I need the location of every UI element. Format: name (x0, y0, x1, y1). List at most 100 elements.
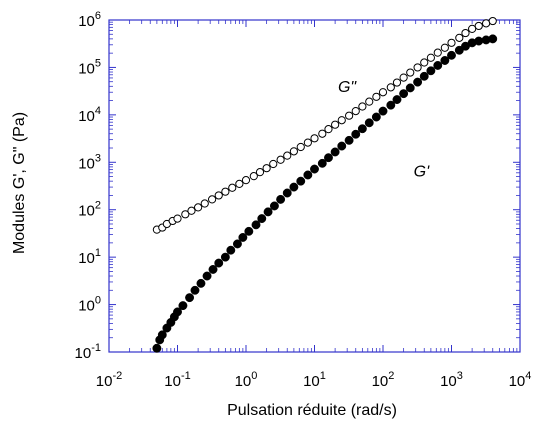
y-tick-label: 103 (78, 152, 101, 172)
data-point (276, 155, 285, 164)
data-point (426, 66, 436, 76)
data-point (358, 102, 367, 111)
data-point (399, 73, 408, 82)
x-axis-ticks: 10-2 10-1 100 101 102 103 104 (96, 20, 532, 390)
data-point (249, 172, 258, 181)
data-point (303, 138, 312, 147)
data-point (461, 28, 470, 38)
y-tick-label: 10-1 (75, 342, 101, 362)
data-point (365, 97, 374, 106)
data-point (331, 120, 340, 129)
data-point (202, 271, 212, 281)
y-tick-label: 104 (78, 105, 101, 125)
x-axis-title: Pulsation réduite (rad/s) (227, 402, 397, 419)
data-point (194, 203, 203, 212)
data-point (399, 89, 409, 99)
data-point (263, 207, 273, 217)
series-g-prime (152, 34, 498, 353)
data-point (386, 100, 396, 110)
data-point (181, 210, 190, 219)
data-point (187, 206, 196, 215)
data-point (255, 168, 265, 177)
series-g-double-prime (152, 16, 497, 234)
data-point (426, 53, 435, 62)
x-tick-label: 102 (372, 370, 395, 390)
data-point (406, 68, 415, 77)
data-point (324, 125, 333, 134)
data-point (345, 111, 354, 120)
data-point (433, 48, 442, 57)
plot-frame (108, 19, 521, 353)
x-tick-label: 100 (235, 370, 258, 390)
data-point (190, 285, 200, 295)
data-point (392, 95, 402, 105)
data-point (196, 278, 206, 288)
data-point (262, 164, 271, 173)
data-point (221, 187, 230, 196)
series-label: G" (338, 79, 357, 96)
data-point (220, 252, 230, 262)
data-point (337, 141, 347, 151)
data-point (454, 45, 464, 55)
y-tick-label: 101 (78, 247, 101, 267)
y-tick-label: 106 (78, 10, 101, 30)
x-tick-label: 101 (303, 370, 326, 390)
data-point (330, 147, 340, 157)
data-point (214, 191, 223, 200)
data-point (386, 83, 395, 92)
data-point (440, 43, 449, 52)
data-point (282, 188, 292, 198)
data-point (378, 88, 388, 97)
data-point (310, 164, 319, 174)
data-point (200, 199, 209, 208)
data-point (238, 233, 248, 242)
series-labels: G" G' (338, 79, 430, 180)
data-point (303, 170, 313, 180)
data-point (364, 118, 374, 128)
data-point (447, 38, 456, 47)
data-point (482, 19, 491, 28)
data-point (413, 63, 422, 72)
data-point (405, 83, 415, 93)
data-point (474, 21, 483, 31)
x-tick-label: 104 (509, 370, 532, 390)
data-point (447, 50, 456, 60)
data-point (318, 129, 327, 138)
data-point (152, 343, 162, 353)
data-point (474, 36, 484, 46)
y-tick-label: 105 (78, 57, 101, 77)
data-point (344, 135, 354, 145)
data-point (178, 301, 188, 311)
data-point (276, 194, 286, 204)
data-point (228, 183, 237, 192)
data-point (185, 293, 195, 303)
data-point (488, 16, 497, 26)
data-point (296, 142, 305, 152)
data-point (235, 179, 244, 189)
data-point (269, 159, 278, 169)
data-point (289, 182, 299, 192)
data-point (232, 239, 242, 249)
data-point (419, 71, 429, 81)
x-tick-label: 10-2 (96, 370, 122, 390)
data-point (357, 124, 367, 134)
data-point (420, 58, 429, 67)
data-point (468, 24, 477, 33)
data-point (208, 195, 217, 204)
data-point (251, 220, 261, 230)
data-point (317, 158, 327, 168)
y-tick-label: 100 (78, 295, 101, 315)
data-point (455, 33, 464, 42)
y-axis-ticks: 10-1 100 101 102 103 104 105 106 (75, 10, 520, 362)
data-point (173, 214, 182, 223)
data-point (324, 153, 333, 163)
data-point (337, 116, 346, 125)
data-point (289, 147, 298, 156)
data-point (488, 34, 498, 44)
data-point (269, 201, 279, 211)
series-layer (152, 16, 498, 353)
series-label: G' (414, 164, 430, 181)
plot-border (108, 19, 521, 353)
data-point (226, 245, 236, 255)
